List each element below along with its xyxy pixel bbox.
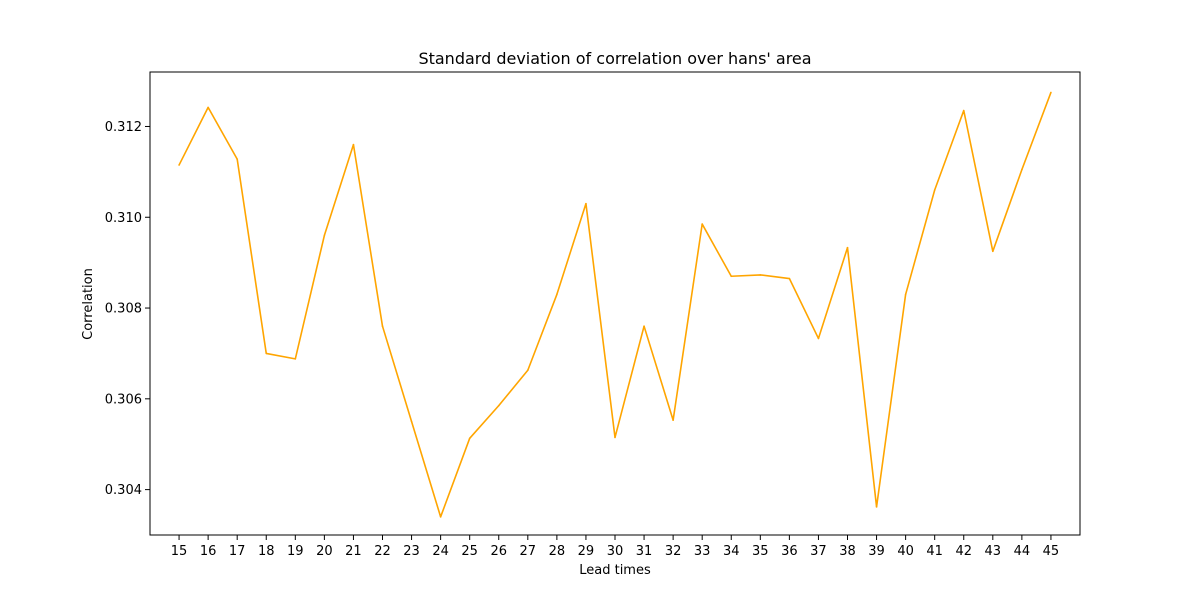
x-tick-label: 19 [287,544,304,559]
data-point [643,325,645,327]
x-tick-label: 34 [723,544,740,559]
x-tick-label: 33 [694,544,711,559]
data-point [323,234,326,237]
y-tick-label: 0.308 [105,302,142,317]
y-tick-label: 0.310 [105,211,142,226]
data-point [585,202,587,205]
data-point [1050,91,1052,94]
data-point [207,106,209,109]
data-point [904,293,907,296]
x-tick-label: 41 [926,544,943,559]
data-point [672,419,674,421]
plot-frame [149,71,1081,536]
series-layer [178,91,1052,518]
data-point [701,223,703,225]
data-point [294,358,297,360]
data-point [439,516,442,518]
x-axis: 15 16 17 18 19 20 21 22 23 24 25 26 27 28 29 30 31 32 33 34… [171,535,1059,559]
x-tick-label: 35 [752,544,769,559]
data-point [992,250,994,253]
x-tick-label: 21 [345,544,362,559]
data-point [468,437,471,440]
data-point [265,352,268,355]
x-tick-label: 31 [636,544,653,559]
x-tick-label: 37 [810,544,827,559]
x-tick-label: 27 [520,544,537,559]
x-tick-label: 20 [316,544,333,559]
y-axis: 0.304 0.306 0.308 0.310 0.312 [105,120,150,498]
x-tick-label: 43 [985,544,1002,559]
data-point [381,325,384,327]
data-point [875,506,878,508]
data-point [788,277,791,280]
data-point [1021,168,1023,171]
x-tick-label: 38 [839,544,856,559]
x-tick-label: 15 [171,544,188,559]
x-tick-label: 40 [897,544,914,559]
x-tick-label: 16 [200,544,217,559]
data-point [846,246,849,249]
y-tick-label: 0.312 [105,120,142,135]
data-point [178,164,180,166]
x-tick-label: 42 [955,544,972,559]
x-tick-label: 25 [461,544,478,559]
data-point [352,143,355,146]
x-tick-label: 28 [549,544,566,559]
x-tick-label: 36 [781,544,798,559]
y-axis-title: Correlation [81,268,96,340]
x-axis-title: Lead times [579,563,651,578]
x-tick-label: 17 [229,544,246,559]
x-tick-label: 30 [607,544,624,559]
data-point [410,420,413,423]
x-tick-label: 29 [578,544,595,559]
data-point [614,436,616,439]
x-tick-label: 23 [403,544,420,559]
data-point [497,404,500,407]
series-line-0 [178,92,1052,518]
data-point [933,189,936,191]
data-point [236,158,238,160]
data-point [730,275,733,278]
x-tick-label: 18 [258,544,275,559]
x-tick-label: 39 [868,544,885,559]
data-point [759,274,762,276]
x-tick-label: 32 [665,544,682,559]
data-point [962,109,965,112]
x-tick-label: 22 [374,544,391,559]
y-tick-label: 0.306 [105,392,142,407]
data-point [817,337,820,340]
x-tick-label: 26 [490,544,507,559]
x-tick-label: 44 [1014,544,1031,559]
data-point [527,369,529,372]
y-tick-label: 0.304 [105,483,142,498]
x-tick-label: 24 [432,544,449,559]
data-point [556,293,558,296]
x-tick-label: 45 [1043,544,1060,559]
chart-title: Standard deviation of correlation over h… [418,49,811,68]
